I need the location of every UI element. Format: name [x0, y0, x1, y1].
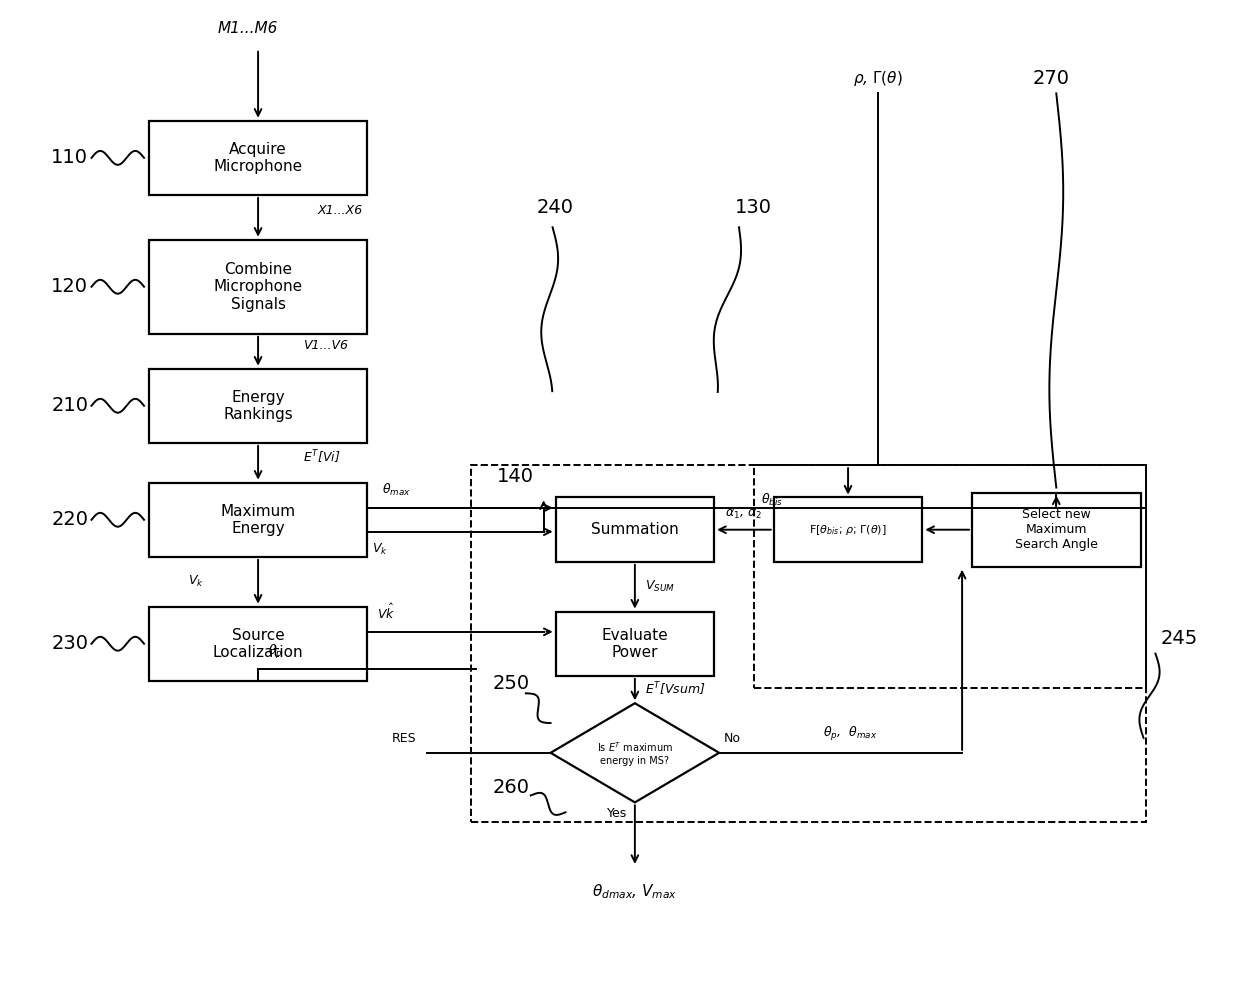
Text: $\theta_{bis}$: $\theta_{bis}$	[761, 492, 782, 508]
FancyBboxPatch shape	[149, 482, 367, 557]
Text: V1...V6: V1...V6	[303, 339, 347, 351]
Text: $\theta_p$: $\theta_p$	[268, 643, 283, 660]
Text: 130: 130	[735, 198, 773, 217]
Text: F[$\theta_{bis}$; $\rho$; $\Gamma(\theta)$]: F[$\theta_{bis}$; $\rho$; $\Gamma(\theta…	[810, 523, 887, 537]
FancyBboxPatch shape	[149, 368, 367, 443]
Text: Acquire
Microphone: Acquire Microphone	[213, 142, 303, 174]
FancyBboxPatch shape	[774, 498, 923, 562]
FancyBboxPatch shape	[556, 498, 714, 562]
Text: 210: 210	[51, 396, 88, 415]
Text: Energy
Rankings: Energy Rankings	[223, 389, 293, 422]
Text: 120: 120	[51, 277, 88, 296]
Text: $\rho$, $\Gamma(\theta)$: $\rho$, $\Gamma(\theta)$	[853, 69, 903, 88]
Polygon shape	[551, 703, 719, 802]
Text: RES: RES	[392, 732, 417, 744]
Text: 140: 140	[497, 466, 533, 485]
Text: 240: 240	[537, 198, 574, 217]
Text: $\alpha_1$, $\alpha_2$: $\alpha_1$, $\alpha_2$	[725, 508, 763, 521]
Text: 230: 230	[51, 635, 88, 653]
FancyBboxPatch shape	[149, 240, 367, 334]
Text: Maximum
Energy: Maximum Energy	[221, 504, 295, 536]
Text: 260: 260	[492, 778, 529, 797]
Text: Yes: Yes	[606, 808, 627, 821]
Text: $E^T$[Vi]: $E^T$[Vi]	[303, 448, 340, 465]
Text: 245: 245	[1161, 630, 1198, 648]
Text: Source
Localization: Source Localization	[213, 628, 304, 660]
Text: 250: 250	[492, 674, 529, 693]
Text: 270: 270	[1033, 69, 1070, 88]
Text: $\theta_{max}$: $\theta_{max}$	[382, 482, 410, 498]
Text: $V\hat{k}$: $V\hat{k}$	[377, 603, 396, 622]
Text: No: No	[724, 732, 742, 744]
Text: Is $E^T$ maximum
energy in MS?: Is $E^T$ maximum energy in MS?	[596, 741, 673, 765]
FancyBboxPatch shape	[149, 607, 367, 681]
Text: 110: 110	[51, 148, 88, 167]
Text: $\theta_p$,  $\theta_{max}$: $\theta_p$, $\theta_{max}$	[823, 725, 878, 742]
Text: $V_{SUM}$: $V_{SUM}$	[645, 579, 675, 594]
FancyBboxPatch shape	[972, 492, 1141, 567]
Text: Evaluate
Power: Evaluate Power	[601, 628, 668, 660]
FancyBboxPatch shape	[149, 121, 367, 195]
FancyBboxPatch shape	[556, 612, 714, 676]
Text: $V_k$: $V_k$	[187, 574, 203, 589]
Text: 220: 220	[51, 510, 88, 530]
Text: $E^T$[Vsum]: $E^T$[Vsum]	[645, 681, 706, 698]
Text: $V_k$: $V_k$	[372, 542, 388, 556]
Text: Summation: Summation	[591, 522, 678, 538]
Text: Combine
Microphone
Signals: Combine Microphone Signals	[213, 262, 303, 312]
Text: Select new
Maximum
Search Angle: Select new Maximum Search Angle	[1014, 508, 1097, 551]
Text: X1...X6: X1...X6	[317, 204, 363, 217]
Text: $\theta_{dmax}$, $V_{max}$: $\theta_{dmax}$, $V_{max}$	[593, 882, 677, 901]
Text: M1...M6: M1...M6	[218, 22, 278, 37]
